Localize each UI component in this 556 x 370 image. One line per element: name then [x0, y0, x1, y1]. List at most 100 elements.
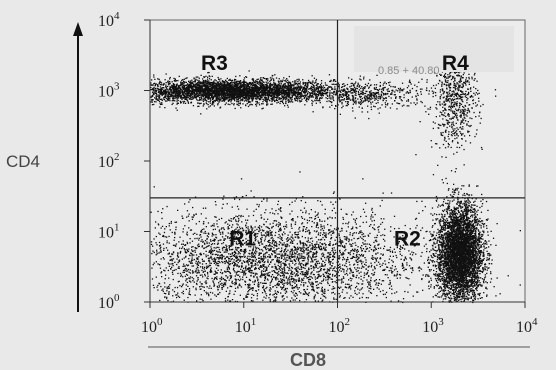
event-dot: [406, 91, 408, 93]
event-dot: [439, 104, 441, 106]
event-dot: [425, 111, 427, 113]
event-dot: [226, 86, 228, 88]
event-dot: [207, 82, 209, 85]
event-dot: [379, 95, 381, 97]
event-dot: [303, 96, 306, 98]
event-dot: [362, 90, 364, 92]
event-dot: [178, 91, 180, 93]
event-dot: [189, 90, 191, 92]
event-dot: [312, 90, 314, 93]
event-dot: [226, 83, 229, 85]
event-dot: [271, 99, 273, 101]
event-dot: [229, 83, 232, 86]
event-dot: [366, 97, 368, 99]
event-dot: [453, 82, 455, 85]
event-dot: [358, 85, 360, 88]
event-dot: [231, 89, 233, 91]
event-dot: [282, 79, 284, 81]
event-dot: [197, 91, 199, 93]
event-dot: [245, 86, 247, 88]
event-dot: [170, 89, 173, 91]
event-dot: [270, 92, 272, 94]
event-dot: [259, 82, 261, 85]
event-dot: [180, 84, 182, 86]
event-dot: [212, 84, 215, 86]
event-dot: [224, 91, 226, 94]
event-dot: [310, 89, 312, 91]
event-dot: [225, 84, 227, 87]
event-dot: [155, 98, 157, 100]
event-dot: [169, 95, 171, 98]
event-dot: [202, 105, 204, 107]
event-dot: [178, 94, 180, 97]
event-dot: [221, 95, 223, 97]
event-dot: [350, 92, 352, 94]
event-dot: [200, 83, 202, 85]
event-dot: [421, 101, 423, 104]
event-dot: [459, 104, 461, 106]
event-dot: [165, 84, 167, 86]
event-dot: [205, 93, 207, 96]
event-dot: [213, 102, 215, 104]
event-dot: [227, 99, 230, 101]
event-dot: [249, 94, 251, 97]
event-dot: [251, 99, 254, 101]
event-dot: [303, 97, 305, 100]
event-dot: [248, 87, 250, 90]
event-dot: [347, 97, 349, 100]
event-dot: [155, 83, 157, 85]
event-dot: [283, 92, 285, 95]
event-dot: [290, 92, 293, 94]
event-dot: [227, 103, 229, 105]
event-dot: [190, 82, 192, 85]
event-dot: [302, 88, 304, 90]
event-dot: [250, 88, 252, 90]
event-dot: [279, 102, 281, 105]
event-dot: [288, 99, 290, 101]
event-dot: [175, 89, 177, 91]
event-dot: [350, 85, 352, 87]
event-dot: [459, 98, 461, 100]
event-dot: [189, 96, 192, 98]
event-dot: [213, 96, 215, 99]
event-dot: [291, 95, 293, 98]
event-dot: [454, 89, 457, 91]
event-dot: [328, 94, 331, 97]
event-dot: [355, 100, 357, 102]
event-dot: [174, 86, 176, 88]
event-dot: [304, 89, 306, 91]
event-dot: [390, 85, 392, 88]
event-dot: [238, 102, 240, 104]
event-dot: [246, 91, 248, 93]
event-dot: [344, 89, 346, 91]
event-dot: [351, 99, 353, 101]
event-dot: [299, 93, 301, 95]
event-dot: [449, 76, 451, 78]
event-dot: [271, 103, 273, 105]
event-dot: [275, 86, 277, 88]
event-dot: [437, 123, 440, 126]
event-dot: [362, 88, 364, 90]
event-dot: [463, 106, 465, 109]
event-dot: [189, 80, 191, 82]
event-dot: [463, 148, 465, 151]
event-dot: [334, 86, 336, 88]
event-dot: [272, 89, 274, 92]
event-dot: [459, 126, 462, 128]
event-dot: [245, 85, 247, 87]
event-dot: [460, 114, 462, 116]
event-dot: [304, 104, 306, 106]
event-dot: [307, 92, 309, 94]
event-dot: [461, 144, 463, 147]
event-dot: [459, 131, 461, 133]
event-dot: [287, 101, 290, 103]
event-dot: [271, 89, 273, 91]
event-dot: [343, 98, 346, 100]
event-dot: [290, 101, 292, 103]
event-dot: [297, 94, 299, 96]
event-dot: [338, 86, 340, 88]
event-dot: [211, 87, 214, 89]
event-dot: [450, 118, 452, 120]
event-dot: [458, 106, 461, 108]
event-dot: [187, 85, 189, 87]
